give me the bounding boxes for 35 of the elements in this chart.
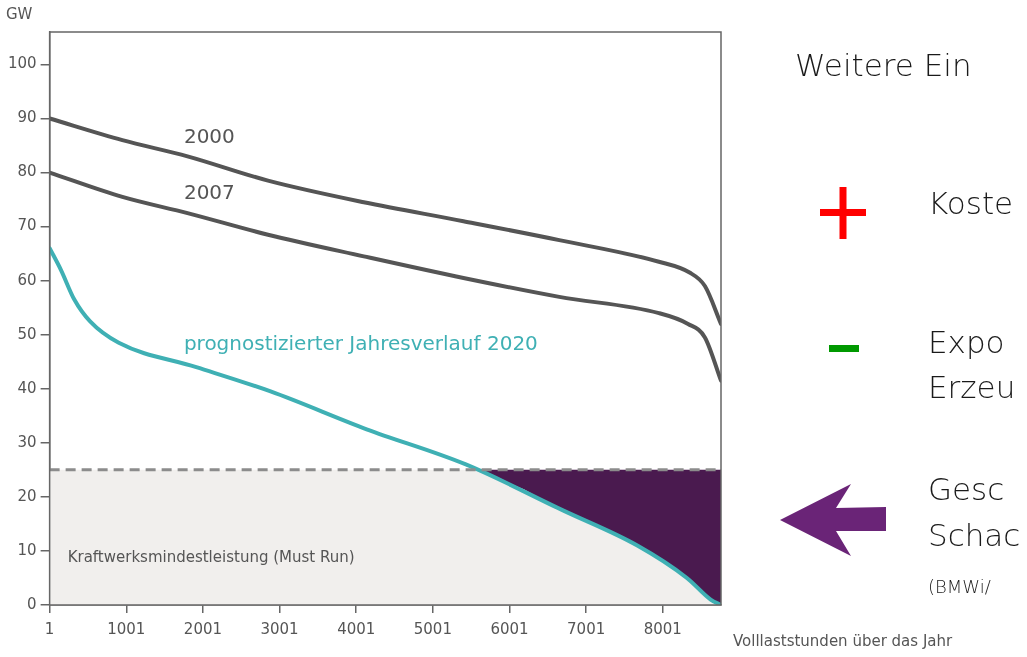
series-label: 2007 [183,180,235,205]
x-tick-label: 3001 [260,619,299,638]
x-tick-label: 7001 [567,619,606,638]
x-tick-label: 5001 [413,619,452,638]
x-axis-title: Volllaststunden über das Jahr [733,631,954,650]
x-tick-label: 1 [44,619,55,638]
series-label: prognostizierter Jahresverlauf 2020 [183,331,538,356]
x-tick-label: 2001 [183,619,223,638]
y-tick-label: 60 [17,270,37,289]
band-label: Kraftwerksmindestleistung (Must Run) [67,547,355,566]
y-tick-label: 90 [17,108,37,127]
text: Weitere Ein [795,47,972,83]
line-series [49,170,721,383]
y-tick-label: 30 [17,432,37,451]
y-tick-label: 70 [17,216,37,235]
y-tick-label: 80 [17,162,37,181]
y-tick-label: 50 [17,324,37,343]
x-tick-label: 1001 [107,619,146,638]
x-tick-label: 8001 [643,619,682,638]
y-tick-label: 100 [7,54,37,73]
text: Koste [928,185,1014,221]
text: Gesc [928,471,1005,507]
y-axis-title: GW [6,5,33,24]
y-tick-label: 40 [17,378,37,397]
y-tick-label: 10 [17,540,37,559]
y-tick-label: 0 [27,594,37,613]
y-tick-label: 20 [17,486,37,505]
line-series [49,116,721,326]
text: Expo [928,324,1005,360]
text: (BMWi/ [928,576,991,597]
series-label: 2000 [183,123,235,148]
x-tick-label: 6001 [490,619,529,638]
text: Schac [928,517,1021,553]
text: Erzeu [928,369,1016,405]
x-tick-label: 4001 [337,619,376,638]
